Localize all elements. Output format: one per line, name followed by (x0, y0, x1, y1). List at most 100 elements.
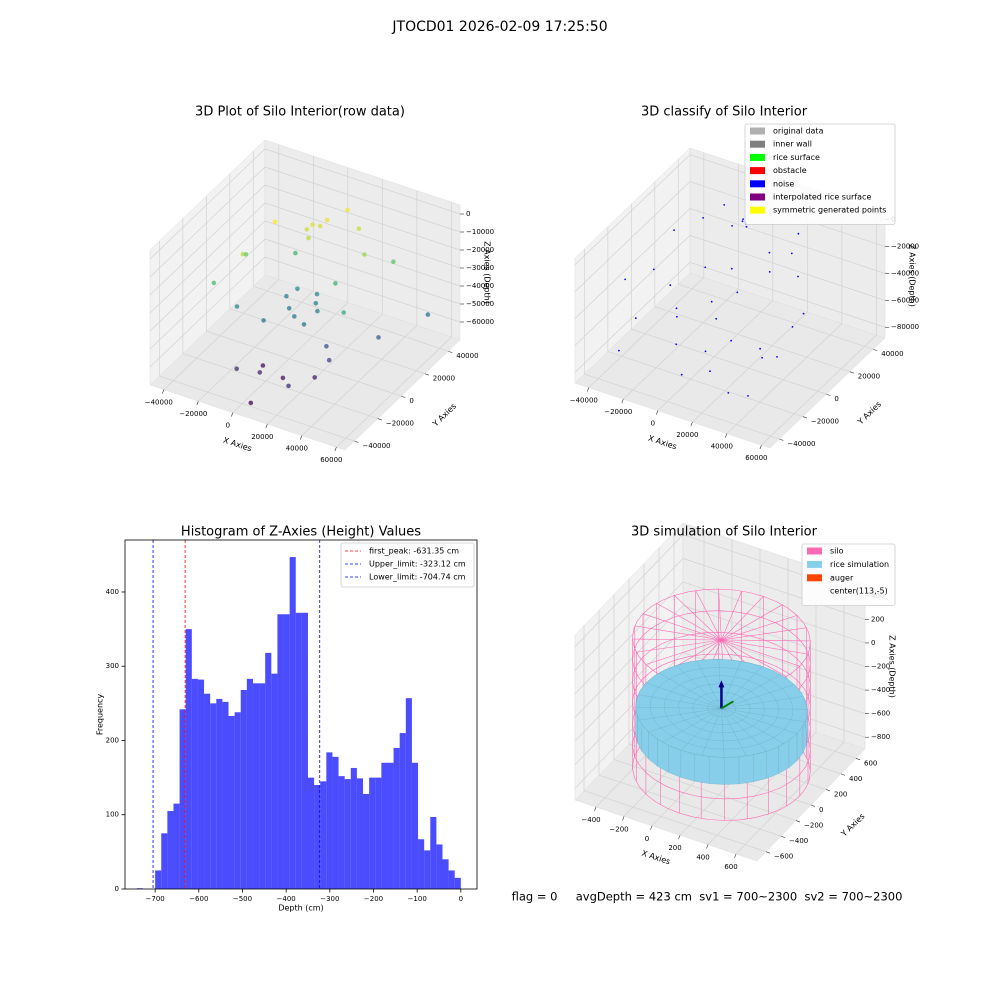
grid-line (182, 353, 378, 419)
legend-label: auger (830, 573, 854, 582)
legend: silo rice simulation auger center(113,-5) (801, 543, 896, 606)
grid-line (574, 181, 691, 292)
bar (338, 776, 345, 889)
legend-frame (744, 123, 896, 225)
data-point (284, 293, 289, 299)
data-point (341, 310, 347, 315)
rice-mesh (721, 666, 763, 709)
tick-mark (265, 424, 268, 429)
z-tick-label: −10000 (466, 228, 494, 236)
status-line: flag = 0 avgDepth = 423 cm sv1 = 700~230… (512, 890, 903, 904)
data-point (742, 218, 744, 221)
z-tick-label: −50000 (466, 300, 494, 308)
grid-line (149, 148, 266, 260)
data-point (797, 275, 799, 278)
x-tick-label: 600 (724, 863, 737, 871)
bar (240, 689, 247, 889)
rice-mesh (721, 684, 795, 709)
bar (350, 767, 357, 889)
grid-line (583, 790, 767, 852)
data-point (376, 335, 381, 340)
tick-mark (873, 348, 878, 352)
bar (277, 614, 284, 889)
grid-line (149, 184, 266, 296)
bar (204, 693, 211, 889)
x-tick-label: −700 (146, 895, 165, 903)
rice-mesh (639, 708, 722, 721)
bar (197, 679, 205, 889)
bar (185, 629, 192, 889)
silo-strut (721, 639, 811, 771)
grid-line (149, 220, 266, 332)
data-point (324, 344, 329, 349)
data-point (391, 259, 396, 265)
z-tick-label: −400 (871, 686, 890, 694)
rice-mesh (696, 660, 722, 709)
histogram: −700 −600 −500 −400 −300 −200 −100 0 0 100 200 300 4… (96, 525, 478, 913)
data-point (776, 356, 778, 358)
grid-line (336, 336, 452, 448)
legend-frame (340, 542, 475, 588)
data-point (317, 223, 323, 229)
rice-mesh (721, 708, 805, 723)
data-point (257, 370, 263, 375)
tick-mark (196, 401, 199, 406)
data-point (736, 291, 739, 294)
tick-mark (448, 350, 453, 354)
z-tick-label: −80000 (891, 323, 919, 331)
legend-label: noise (773, 179, 794, 188)
rice-side (668, 745, 682, 778)
x-tick-label: 20000 (676, 431, 698, 439)
grid-line (264, 256, 461, 323)
grid-line (574, 208, 691, 319)
bar (295, 612, 302, 889)
z-axis-label: Z Axies (Depth) (483, 241, 492, 304)
data-point (747, 395, 749, 397)
grid-line (761, 334, 877, 446)
data-point (704, 350, 707, 353)
bar (167, 811, 174, 889)
points (618, 204, 805, 397)
tick-mark (650, 825, 653, 830)
data-point (211, 280, 217, 286)
x-tick-label: 400 (696, 854, 709, 862)
bar (375, 777, 382, 889)
data-point (301, 322, 307, 327)
rice-mesh (721, 708, 725, 758)
x-axis-label: Depth (cm) (278, 904, 323, 913)
tick-mark (678, 835, 681, 840)
data-point (727, 392, 730, 394)
z-tick-label: 200 (871, 615, 884, 623)
data-point (797, 232, 800, 235)
data-point (313, 301, 319, 306)
tick-mark (587, 387, 590, 392)
y-tick-label: 0 (834, 395, 838, 403)
data-point (759, 347, 761, 350)
tick-mark (424, 373, 429, 376)
bar (454, 877, 461, 889)
data-point (425, 312, 431, 317)
data-point (314, 291, 320, 297)
z-tick-label: −30000 (466, 264, 494, 272)
grid-line (588, 277, 705, 388)
y-tick-label: 100 (106, 811, 119, 819)
legend-swatch (750, 140, 765, 148)
grid-line (613, 759, 797, 821)
bar (411, 762, 419, 889)
legend-label: interpolated rice surface (773, 193, 871, 202)
y-tick-label: 20000 (433, 375, 455, 383)
legend-label: inner wall (773, 140, 812, 149)
rice-mesh (676, 665, 722, 709)
legend-label: silo (830, 547, 844, 556)
rice-side (766, 746, 779, 779)
data-point (310, 222, 315, 227)
bar (173, 803, 180, 889)
legend-label: rice surface (773, 153, 820, 162)
x-tick-label: 0 (645, 835, 649, 843)
x-tick-label: 0 (226, 422, 230, 430)
y-tick-label: −20000 (811, 418, 839, 426)
data-point (295, 286, 300, 292)
z-tick-label: −40000 (891, 269, 919, 277)
data-point (362, 252, 367, 257)
grid-line (574, 605, 684, 718)
